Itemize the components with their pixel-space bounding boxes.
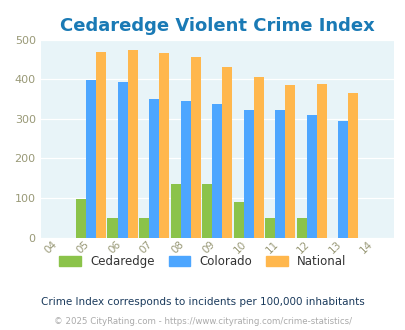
Text: Crime Index corresponds to incidents per 100,000 inhabitants: Crime Index corresponds to incidents per… <box>41 297 364 307</box>
Bar <box>139 218 149 238</box>
Bar <box>76 199 86 238</box>
Bar <box>170 184 180 238</box>
Bar <box>285 85 295 238</box>
Bar <box>212 104 222 238</box>
Bar <box>107 218 117 238</box>
Bar <box>337 121 347 238</box>
Title: Cedaredge Violent Crime Index: Cedaredge Violent Crime Index <box>60 17 374 35</box>
Bar <box>296 218 306 238</box>
Bar <box>202 184 212 238</box>
Bar <box>275 111 285 238</box>
Bar <box>264 218 275 238</box>
Bar <box>306 115 316 238</box>
Bar <box>243 111 253 238</box>
Bar <box>222 67 232 238</box>
Bar <box>233 202 243 238</box>
Bar <box>190 57 200 238</box>
Bar <box>86 81 96 238</box>
Bar <box>347 93 358 238</box>
Bar <box>117 82 127 238</box>
Bar <box>127 50 137 238</box>
Legend: Cedaredge, Colorado, National: Cedaredge, Colorado, National <box>55 250 350 273</box>
Bar <box>159 53 169 238</box>
Bar <box>96 52 106 238</box>
Bar <box>180 101 190 238</box>
Text: © 2025 CityRating.com - https://www.cityrating.com/crime-statistics/: © 2025 CityRating.com - https://www.city… <box>54 317 351 326</box>
Bar <box>149 99 159 238</box>
Bar <box>316 84 326 238</box>
Bar <box>253 77 263 238</box>
